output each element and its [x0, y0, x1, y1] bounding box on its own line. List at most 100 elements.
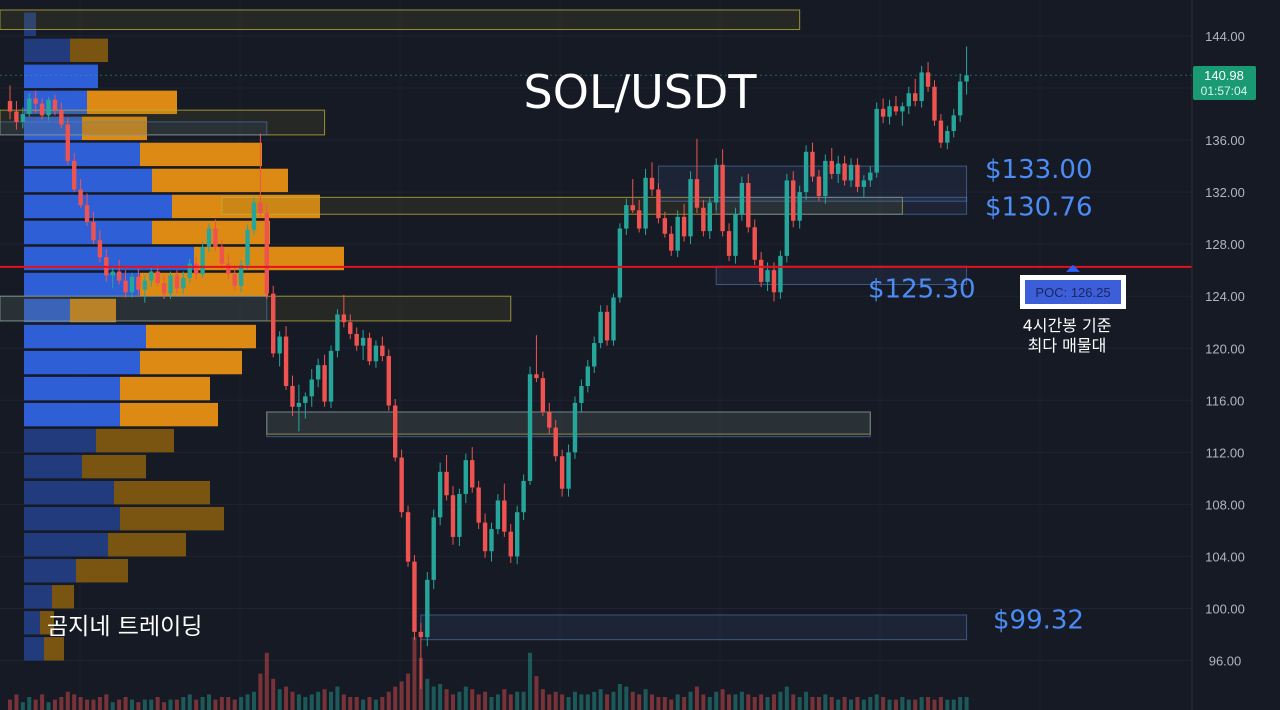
candle-body [20, 114, 26, 122]
volume-bar [759, 694, 764, 710]
candle-body [72, 160, 77, 190]
candle-body [91, 222, 96, 241]
candle-body [592, 343, 597, 367]
volume-bar [650, 694, 654, 710]
poc-label: POC: 126.25 [1035, 285, 1110, 300]
candle-body [110, 271, 115, 276]
volume-bar [483, 691, 488, 710]
candle-body [232, 274, 237, 286]
volume-bar [771, 694, 776, 710]
candle-body [348, 322, 353, 334]
volume-bar [746, 694, 751, 710]
candle-body [502, 500, 507, 532]
volume-bar [714, 691, 719, 710]
volume-bar [752, 697, 757, 710]
volume-profile-sell [140, 142, 262, 167]
volume-bar [592, 691, 597, 710]
volume-bar [78, 697, 83, 710]
candle-body [951, 115, 956, 131]
candle-body [842, 163, 847, 181]
candle-body [566, 452, 571, 489]
volume-profile-buy [24, 428, 96, 453]
volume-bar [765, 697, 770, 710]
candle-body [906, 93, 911, 107]
poc-annotation: POC: 126.25 4시간봉 기준 최다 매물대 [1020, 264, 1126, 355]
volume-bar [470, 689, 475, 710]
volume-bar [855, 697, 860, 710]
candle-body [463, 460, 469, 494]
volume-bar [168, 699, 173, 710]
volume-bar [251, 691, 256, 710]
volume-bar [91, 699, 96, 710]
volume-bar [463, 686, 468, 710]
candle-body [739, 183, 745, 215]
volume-bar [117, 699, 122, 710]
candle-body [880, 108, 886, 117]
last-price-badge-box [1193, 66, 1256, 100]
demand-zone [0, 295, 268, 322]
candle-body [508, 531, 513, 557]
candle-body [380, 345, 385, 357]
candle-body [437, 471, 443, 518]
volume-profile-buy [24, 559, 76, 583]
candle-body [855, 164, 860, 187]
volume-bar [8, 699, 12, 710]
candle-body [219, 246, 225, 264]
volume-bar [662, 697, 667, 710]
candle-body [636, 210, 642, 229]
candle-body [957, 81, 963, 116]
candle-body [643, 177, 648, 229]
volume-profile-sell [114, 480, 210, 505]
volume-bar [52, 699, 57, 710]
candle-body [341, 314, 347, 323]
candle-body [39, 103, 45, 116]
candle-body [174, 275, 180, 289]
level-labels: $133.00 $130.76 $125.30 $99.32 [868, 155, 1093, 635]
volume-bar [239, 697, 244, 710]
candle-body [669, 233, 674, 251]
candle-body [14, 111, 19, 122]
volume-bar [579, 694, 584, 710]
volume-bars [8, 637, 969, 710]
candle-body [161, 283, 167, 294]
candle-body [296, 402, 302, 407]
candle-body [810, 151, 815, 177]
volume-bar [643, 689, 648, 710]
candle-body [835, 163, 841, 174]
volume-bar [919, 697, 924, 710]
candle-body [97, 240, 103, 258]
demand-zone [420, 614, 968, 641]
supply-zone [0, 9, 801, 30]
candle-body [181, 277, 186, 289]
volume-bar [682, 697, 687, 710]
volume-bar [630, 691, 635, 710]
candle-body [271, 293, 276, 354]
volume-bar [701, 694, 706, 710]
volume-bar [893, 699, 898, 710]
candle-body [527, 374, 533, 481]
candle-body [431, 517, 436, 580]
price-tick-label: 132.00 [1205, 185, 1245, 200]
candle-body [534, 374, 539, 379]
volume-profile-buy [24, 12, 36, 37]
volume-bar [515, 691, 520, 710]
volume-bar [938, 697, 943, 710]
candle-body [707, 202, 712, 232]
price-tick-label: 116.00 [1206, 393, 1245, 408]
candle-body [142, 280, 148, 290]
volume-bar [361, 699, 366, 710]
candle-body [919, 72, 924, 102]
volume-profile-sell [146, 324, 256, 349]
price-tick-label: 124.00 [1205, 289, 1245, 304]
candle-body [829, 160, 834, 174]
volume-bar [277, 689, 282, 710]
volume-bar [393, 686, 398, 710]
candle-body [245, 229, 250, 265]
volume-bar [508, 694, 513, 710]
volume-bar [572, 691, 577, 710]
volume-profile-buy [24, 168, 152, 193]
volume-bar [72, 694, 77, 710]
candle-body [290, 385, 295, 407]
volume-bar [14, 694, 19, 710]
volume-bar [129, 699, 134, 710]
